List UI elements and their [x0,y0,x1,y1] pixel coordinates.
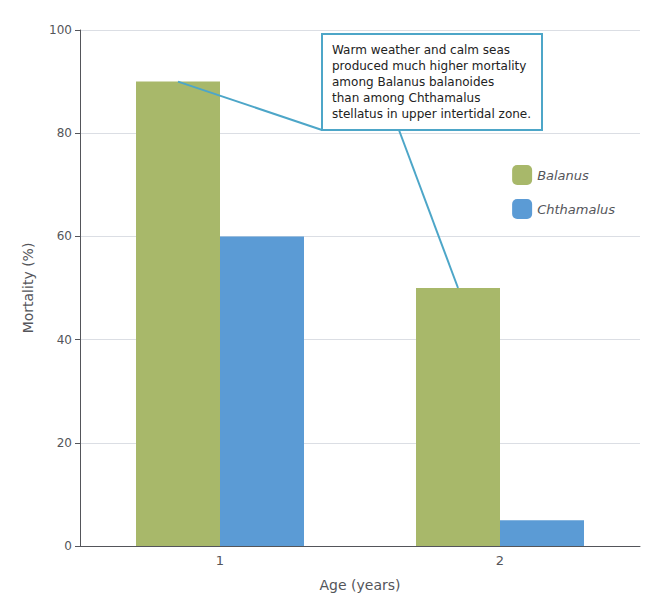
svg-text:among Balanus balanoides: among Balanus balanoides [332,75,494,89]
svg-text:Mortality (%): Mortality (%) [20,243,36,334]
svg-text:than among Chthamalus: than among Chthamalus [332,91,480,105]
svg-text:Chthamalus: Chthamalus [537,202,615,217]
svg-text:80: 80 [57,126,72,140]
svg-text:1: 1 [216,553,224,568]
svg-text:60: 60 [57,229,72,243]
svg-text:2: 2 [496,553,504,568]
svg-text:Age (years): Age (years) [320,577,401,593]
svg-text:100: 100 [49,23,72,37]
svg-text:0: 0 [64,539,72,553]
svg-text:Balanus: Balanus [537,168,589,183]
svg-text:20: 20 [57,436,72,450]
svg-text:40: 40 [57,333,72,347]
svg-text:Warm weather and calm seas: Warm weather and calm seas [332,43,510,57]
svg-text:stellatus in upper intertidal: stellatus in upper intertidal zone. [332,107,531,121]
svg-text:produced much higher mortality: produced much higher mortality [332,59,526,73]
